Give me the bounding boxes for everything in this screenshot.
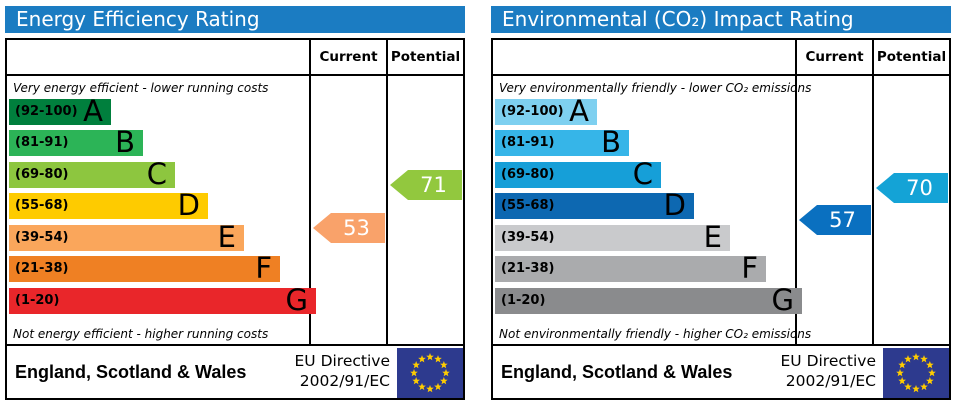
divider [7,344,463,346]
band-letter: E [703,220,722,254]
band-range: (21-38) [501,261,555,276]
rating-table: Current Potential Very energy efficient … [5,38,465,400]
current-rating-arrow: 53 [313,213,385,243]
divider [795,40,797,346]
potential-rating-arrow: 70 [876,173,948,203]
eu-directive-label: EU Directive 2002/91/EC [295,351,391,391]
band-letter: D [663,188,686,222]
potential-column-header: Potential [876,49,947,65]
band-b: (81-91) B [495,125,629,159]
panel-title: Environmental (CO₂) Impact Rating [491,6,951,33]
top-note: Very environmentally friendly - lower CO… [499,81,812,95]
band-e: (39-54) E [495,220,730,254]
band-c: (69-80) C [495,157,661,191]
band-letter: A [83,94,103,128]
band-letter: E [217,220,236,254]
current-rating-value: 57 [829,208,856,232]
current-rating-value: 53 [343,216,370,240]
potential-rating-value: 70 [906,176,933,200]
potential-rating-value: 71 [420,173,447,197]
band-c: (69-80) C [9,157,175,191]
footer-row: England, Scotland & Wales EU Directive 2… [7,346,463,398]
divider [386,40,388,346]
divider [7,74,463,76]
potential-rating-arrow: 71 [390,170,462,200]
band-e: (39-54) E [9,220,244,254]
band-letter: B [115,125,135,159]
band-range: (92-100) [501,104,564,119]
band-letter: C [632,157,653,191]
band-range: (69-80) [501,167,555,182]
band-range: (1-20) [15,293,60,308]
band-letter: F [255,251,272,285]
eu-flag-icon [883,348,949,398]
region-label: England, Scotland & Wales [15,362,247,382]
band-letter: A [569,94,589,128]
band-a: (92-100) A [9,94,111,128]
current-column-header: Current [805,49,864,65]
band-f: (21-38) F [495,251,766,285]
band-range: (55-68) [501,198,555,213]
eu-directive-line2: 2002/91/EC [785,372,876,390]
band-letter: G [285,283,308,317]
band-a: (92-100) A [495,94,597,128]
region-label: England, Scotland & Wales [501,362,733,382]
bottom-note: Not energy efficient - higher running co… [13,327,269,341]
band-range: (81-91) [15,135,69,150]
divider [309,40,311,346]
top-note: Very energy efficient - lower running co… [13,81,269,95]
band-letter: G [771,283,794,317]
band-range: (1-20) [501,293,546,308]
band-letter: C [146,157,167,191]
potential-column-header: Potential [390,49,461,65]
band-range: (21-38) [15,261,69,276]
band-d: (55-68) D [495,188,694,222]
band-d: (55-68) D [9,188,208,222]
band-range: (39-54) [501,230,555,245]
eu-directive-line1: EU Directive [294,352,391,370]
divider [493,74,949,76]
current-rating-arrow: 57 [799,205,871,235]
current-column-header: Current [319,49,378,65]
co2-impact-panel: Environmental (CO₂) Impact Rating Curren… [491,6,951,400]
eu-flag-icon [397,348,463,398]
band-b: (81-91) B [9,125,143,159]
divider [872,40,874,346]
band-g: (1-20) G [9,283,316,317]
eu-directive-label: EU Directive 2002/91/EC [781,351,877,391]
eu-directive-line1: EU Directive [780,352,877,370]
band-range: (55-68) [15,198,69,213]
band-g: (1-20) G [495,283,802,317]
rating-table: Current Potential Very environmentally f… [491,38,951,400]
energy-efficiency-panel: Energy Efficiency Rating Current Potenti… [5,6,465,400]
divider [493,344,949,346]
band-letter: B [601,125,621,159]
band-range: (39-54) [15,230,69,245]
bottom-note: Not environmentally friendly - higher CO… [499,327,812,341]
band-letter: D [177,188,200,222]
band-range: (92-100) [15,104,78,119]
band-letter: F [741,251,758,285]
eu-directive-line2: 2002/91/EC [299,372,390,390]
footer-row: England, Scotland & Wales EU Directive 2… [493,346,949,398]
band-range: (69-80) [15,167,69,182]
band-range: (81-91) [501,135,555,150]
panel-title: Energy Efficiency Rating [5,6,465,33]
band-f: (21-38) F [9,251,280,285]
